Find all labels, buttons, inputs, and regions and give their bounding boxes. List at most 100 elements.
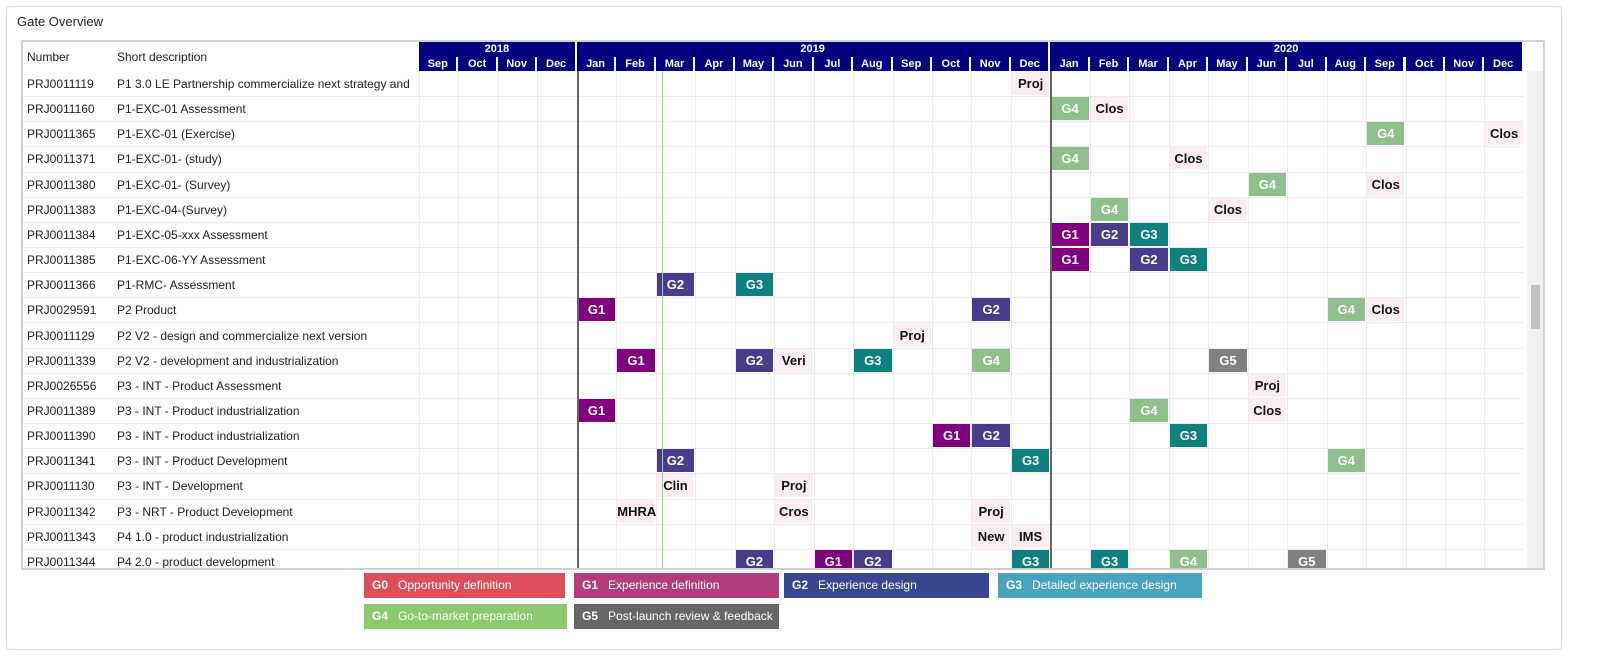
table-row[interactable]: PRJ0011384 P1-EXC-05-xxx Assessment G1 G2 G3 bbox=[23, 222, 1523, 249]
table-row[interactable]: PRJ0011371 P1-EXC-01- (study) G4 Clos bbox=[23, 146, 1523, 173]
table-row[interactable]: PRJ0011366 P1-RMC- Assessment G2 G3 bbox=[23, 272, 1523, 299]
milestone-marker[interactable]: Proj bbox=[1248, 373, 1287, 397]
gate-marker-g2[interactable]: G2 bbox=[972, 424, 1010, 448]
project-number[interactable]: PRJ0011343 bbox=[27, 529, 96, 544]
gate-marker-g3[interactable]: G3 bbox=[1130, 222, 1168, 246]
milestone-marker[interactable]: Clos bbox=[1248, 398, 1287, 422]
table-row[interactable]: PRJ0011119 P1 3.0 LE Partnership commerci… bbox=[23, 71, 1523, 98]
gate-marker-g1[interactable]: G1 bbox=[617, 348, 655, 372]
project-number[interactable]: PRJ0011380 bbox=[27, 177, 96, 192]
gate-marker-g2[interactable]: G2 bbox=[1130, 248, 1168, 272]
project-number[interactable]: PRJ0011383 bbox=[27, 202, 96, 217]
table-row[interactable]: PRJ0011390 P3 - INT - Product industriali… bbox=[23, 423, 1523, 450]
milestone-marker[interactable]: Proj bbox=[893, 323, 931, 347]
gate-marker-g2[interactable]: G2 bbox=[735, 549, 774, 568]
gate-marker-g1[interactable]: G1 bbox=[814, 549, 853, 568]
gate-marker-g2[interactable]: G2 bbox=[1090, 222, 1129, 246]
table-row[interactable]: PRJ0011389 P3 - INT - Product industriali… bbox=[23, 398, 1523, 425]
milestone-marker[interactable]: Veri bbox=[775, 348, 813, 372]
milestone-marker[interactable]: Clos bbox=[1169, 147, 1208, 171]
milestone-marker[interactable]: Clin bbox=[656, 474, 695, 498]
project-number[interactable]: PRJ0026556 bbox=[27, 378, 97, 393]
project-number[interactable]: PRJ0011341 bbox=[27, 454, 96, 469]
gate-marker-g3[interactable]: G3 bbox=[1011, 549, 1050, 568]
gate-marker-g2[interactable]: G2 bbox=[735, 348, 774, 372]
project-number[interactable]: PRJ0011342 bbox=[27, 504, 96, 519]
milestone-marker[interactable]: Proj bbox=[775, 474, 813, 498]
gate-marker-g3[interactable]: G3 bbox=[1090, 549, 1129, 568]
gate-marker-g4[interactable]: G4 bbox=[1090, 197, 1129, 221]
project-number[interactable]: PRJ0011339 bbox=[27, 353, 96, 368]
milestone-marker[interactable]: Clos bbox=[1209, 197, 1247, 221]
table-row[interactable]: PRJ0011160 P1-EXC-01 Assessment G4 Clos bbox=[23, 96, 1523, 123]
gate-marker-g1[interactable]: G1 bbox=[932, 424, 971, 448]
milestone-marker[interactable]: Clos bbox=[1367, 172, 1405, 196]
project-number[interactable]: PRJ0011344 bbox=[27, 554, 96, 569]
gate-marker-g5[interactable]: G5 bbox=[1288, 549, 1326, 568]
table-row[interactable]: PRJ0011385 P1-EXC-06-YY Assessment G1 G2 G3 bbox=[23, 247, 1523, 274]
table-row[interactable]: PRJ0011342 P3 - NRT - Product Development… bbox=[23, 499, 1523, 525]
table-row[interactable]: PRJ0011343 P4 1.0 - product industrializa… bbox=[23, 524, 1523, 550]
column-header-description[interactable]: Short description bbox=[117, 50, 208, 64]
gate-marker-g3[interactable]: G3 bbox=[1169, 248, 1208, 272]
month-gridline bbox=[695, 71, 697, 568]
project-number[interactable]: PRJ0011119 bbox=[27, 77, 94, 91]
gate-marker-g4[interactable]: G4 bbox=[1367, 122, 1405, 146]
gate-marker-g1[interactable]: G1 bbox=[577, 298, 616, 322]
milestone-marker[interactable]: Proj bbox=[972, 499, 1010, 523]
gate-marker-g1[interactable]: G1 bbox=[577, 398, 616, 422]
project-number[interactable]: PRJ0011389 bbox=[27, 403, 96, 418]
gate-marker-g3[interactable]: G3 bbox=[735, 273, 774, 297]
milestone-marker[interactable]: Proj bbox=[1011, 72, 1050, 95]
gate-marker-g4[interactable]: G4 bbox=[1130, 398, 1168, 422]
table-row[interactable]: PRJ0011339 P2 V2 - development and indust… bbox=[23, 348, 1523, 374]
gate-marker-g4[interactable]: G4 bbox=[1169, 549, 1208, 568]
gate-marker-g2[interactable]: G2 bbox=[656, 449, 695, 473]
milestone-marker[interactable]: Clos bbox=[1090, 97, 1129, 121]
project-number[interactable]: PRJ0029591 bbox=[27, 303, 97, 318]
project-number[interactable]: PRJ0011129 bbox=[27, 328, 95, 343]
gate-marker-g1[interactable]: G1 bbox=[1051, 248, 1089, 272]
project-number[interactable]: PRJ0011371 bbox=[27, 152, 96, 167]
gate-marker-g4[interactable]: G4 bbox=[1051, 147, 1089, 171]
gate-marker-g3[interactable]: G3 bbox=[854, 348, 892, 372]
gate-marker-g3[interactable]: G3 bbox=[1169, 424, 1208, 448]
table-row[interactable]: PRJ0011365 P1-EXC-01 (Exercise) G4 Clos bbox=[23, 121, 1523, 148]
table-row[interactable]: PRJ0011344 P4 2.0 - product development G2… bbox=[23, 549, 1523, 569]
gate-marker-g1[interactable]: G1 bbox=[1051, 222, 1089, 246]
column-header-number[interactable]: Number bbox=[27, 50, 70, 64]
vertical-scrollbar[interactable] bbox=[1527, 71, 1543, 568]
milestone-marker[interactable]: Clos bbox=[1367, 298, 1405, 322]
table-row[interactable]: PRJ0011130 P3 - INT - Development Clin Proj bbox=[23, 473, 1523, 500]
project-number[interactable]: PRJ0011160 bbox=[27, 102, 95, 117]
scrollbar-thumb[interactable] bbox=[1531, 285, 1540, 329]
gate-marker-g4[interactable]: G4 bbox=[1327, 449, 1366, 473]
project-number[interactable]: PRJ0011130 bbox=[27, 479, 95, 494]
project-number[interactable]: PRJ0011365 bbox=[27, 127, 96, 142]
table-row[interactable]: PRJ0011129 P2 V2 - design and commerciali… bbox=[23, 323, 1523, 349]
gate-marker-g2[interactable]: G2 bbox=[972, 298, 1010, 322]
milestone-marker[interactable]: Cros bbox=[775, 499, 813, 523]
gate-marker-g5[interactable]: G5 bbox=[1209, 348, 1247, 372]
gate-marker-g4[interactable]: G4 bbox=[1327, 298, 1366, 322]
table-row[interactable]: PRJ0011383 P1-EXC-04-(Survey) G4 Clos bbox=[23, 197, 1523, 223]
gate-marker-g2[interactable]: G2 bbox=[656, 273, 695, 297]
table-row[interactable]: PRJ0011341 P3 - INT - Product Development… bbox=[23, 448, 1523, 475]
month-header: Mar bbox=[1129, 57, 1169, 71]
milestone-marker[interactable]: Clos bbox=[1485, 122, 1523, 146]
project-number[interactable]: PRJ0011384 bbox=[27, 227, 96, 242]
milestone-marker[interactable]: MHRA bbox=[617, 499, 656, 523]
gate-marker-g4[interactable]: G4 bbox=[972, 348, 1010, 372]
milestone-marker[interactable]: IMS bbox=[1011, 524, 1050, 548]
project-number[interactable]: PRJ0011390 bbox=[27, 429, 96, 444]
table-row[interactable]: PRJ0029591 P2 Product G1 G2 G4 Clos bbox=[23, 297, 1523, 324]
gate-marker-g3[interactable]: G3 bbox=[1011, 449, 1050, 473]
project-number[interactable]: PRJ0011366 bbox=[27, 278, 96, 293]
gate-marker-g2[interactable]: G2 bbox=[854, 549, 892, 568]
milestone-marker[interactable]: New bbox=[972, 524, 1010, 548]
project-number[interactable]: PRJ0011385 bbox=[27, 253, 96, 268]
gate-marker-g4[interactable]: G4 bbox=[1051, 97, 1089, 121]
gate-marker-g4[interactable]: G4 bbox=[1248, 172, 1287, 196]
table-row[interactable]: PRJ0011380 P1-EXC-01- (Survey) G4 Clos bbox=[23, 172, 1523, 198]
table-row[interactable]: PRJ0026556 P3 - INT - Product Assessment P… bbox=[23, 373, 1523, 399]
